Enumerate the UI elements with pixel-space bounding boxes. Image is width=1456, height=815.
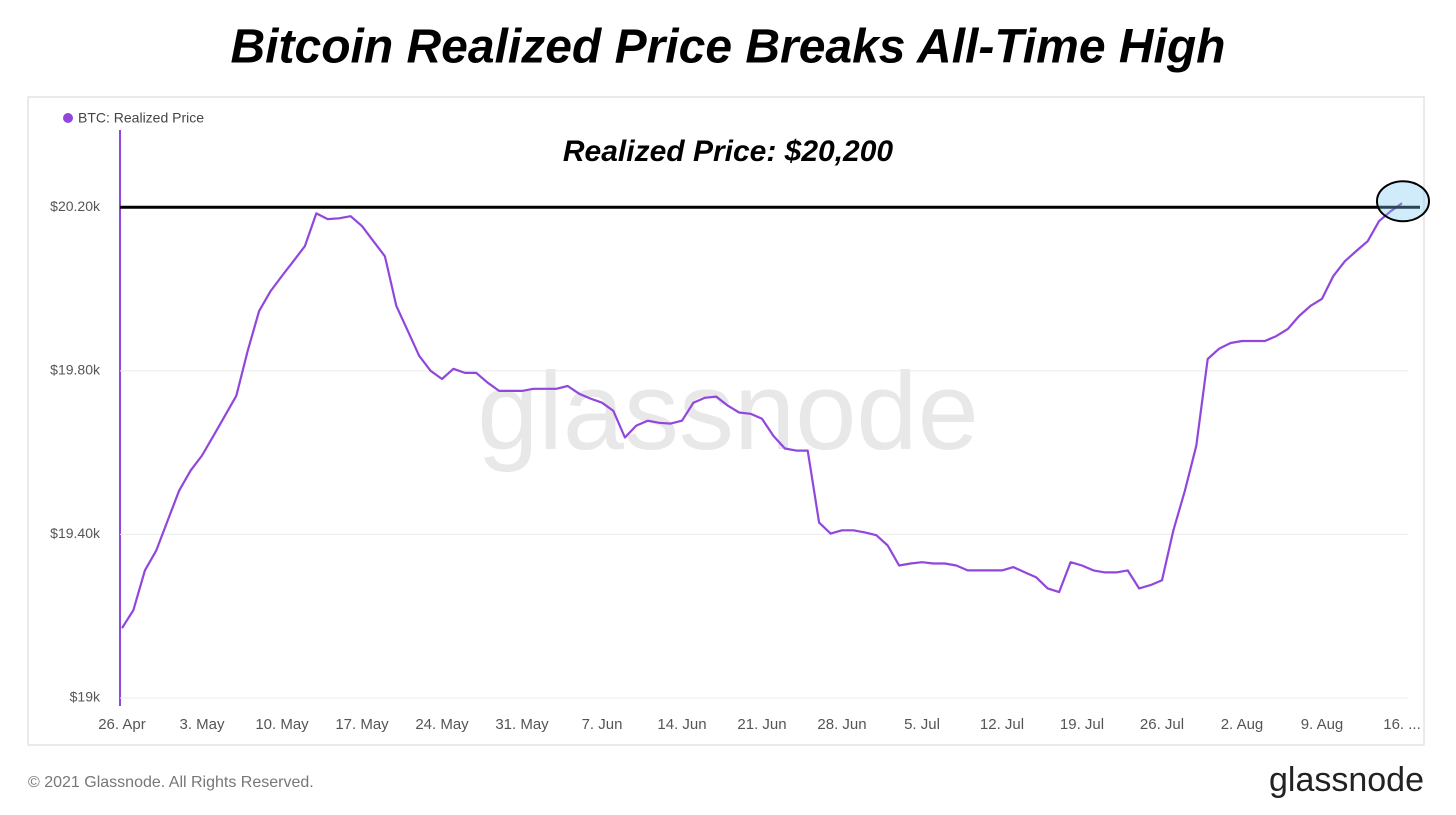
chart-frame [27,96,1425,746]
watermark: glassnode [477,350,979,473]
x-tick-label: 14. Jun [657,716,706,733]
y-tick-label: $19.80k [50,362,101,378]
x-tick-label: 19. Jul [1060,716,1104,733]
x-tick-label: 9. Aug [1301,716,1344,733]
x-tick-label: 28. Jun [817,716,866,733]
x-tick-label: 24. May [415,716,469,733]
x-tick-label: 31. May [495,716,549,733]
x-tick-label: 26. Apr [98,716,146,733]
x-tick-label: 10. May [255,716,309,733]
x-tick-label: 7. Jun [582,716,623,733]
x-tick-label: 26. Jul [1140,716,1184,733]
y-tick-label: $19.40k [50,525,101,541]
legend-marker [63,113,73,123]
chart-title: Bitcoin Realized Price Breaks All-Time H… [231,21,1226,74]
y-tick-label: $20.20k [50,198,101,214]
highlight-circle [1376,180,1430,223]
data-line [121,202,1403,629]
x-tick-label: 3. May [179,716,225,733]
logo: glassnode [1269,761,1424,799]
footer: © 2021 Glassnode. All Rights Reserved. [28,774,314,791]
x-tick-label: 17. May [335,716,389,733]
x-tick-label: 5. Jul [904,716,940,733]
x-tick-label: 21. Jun [737,716,786,733]
legend-label: BTC: Realized Price [78,110,204,126]
x-tick-label: 2. Aug [1221,716,1264,733]
annotation: Realized Price: $20,200 [563,135,894,168]
y-tick-label: $19k [70,689,101,705]
x-tick-label: 16. ... [1383,716,1421,733]
x-tick-label: 12. Jul [980,716,1024,733]
